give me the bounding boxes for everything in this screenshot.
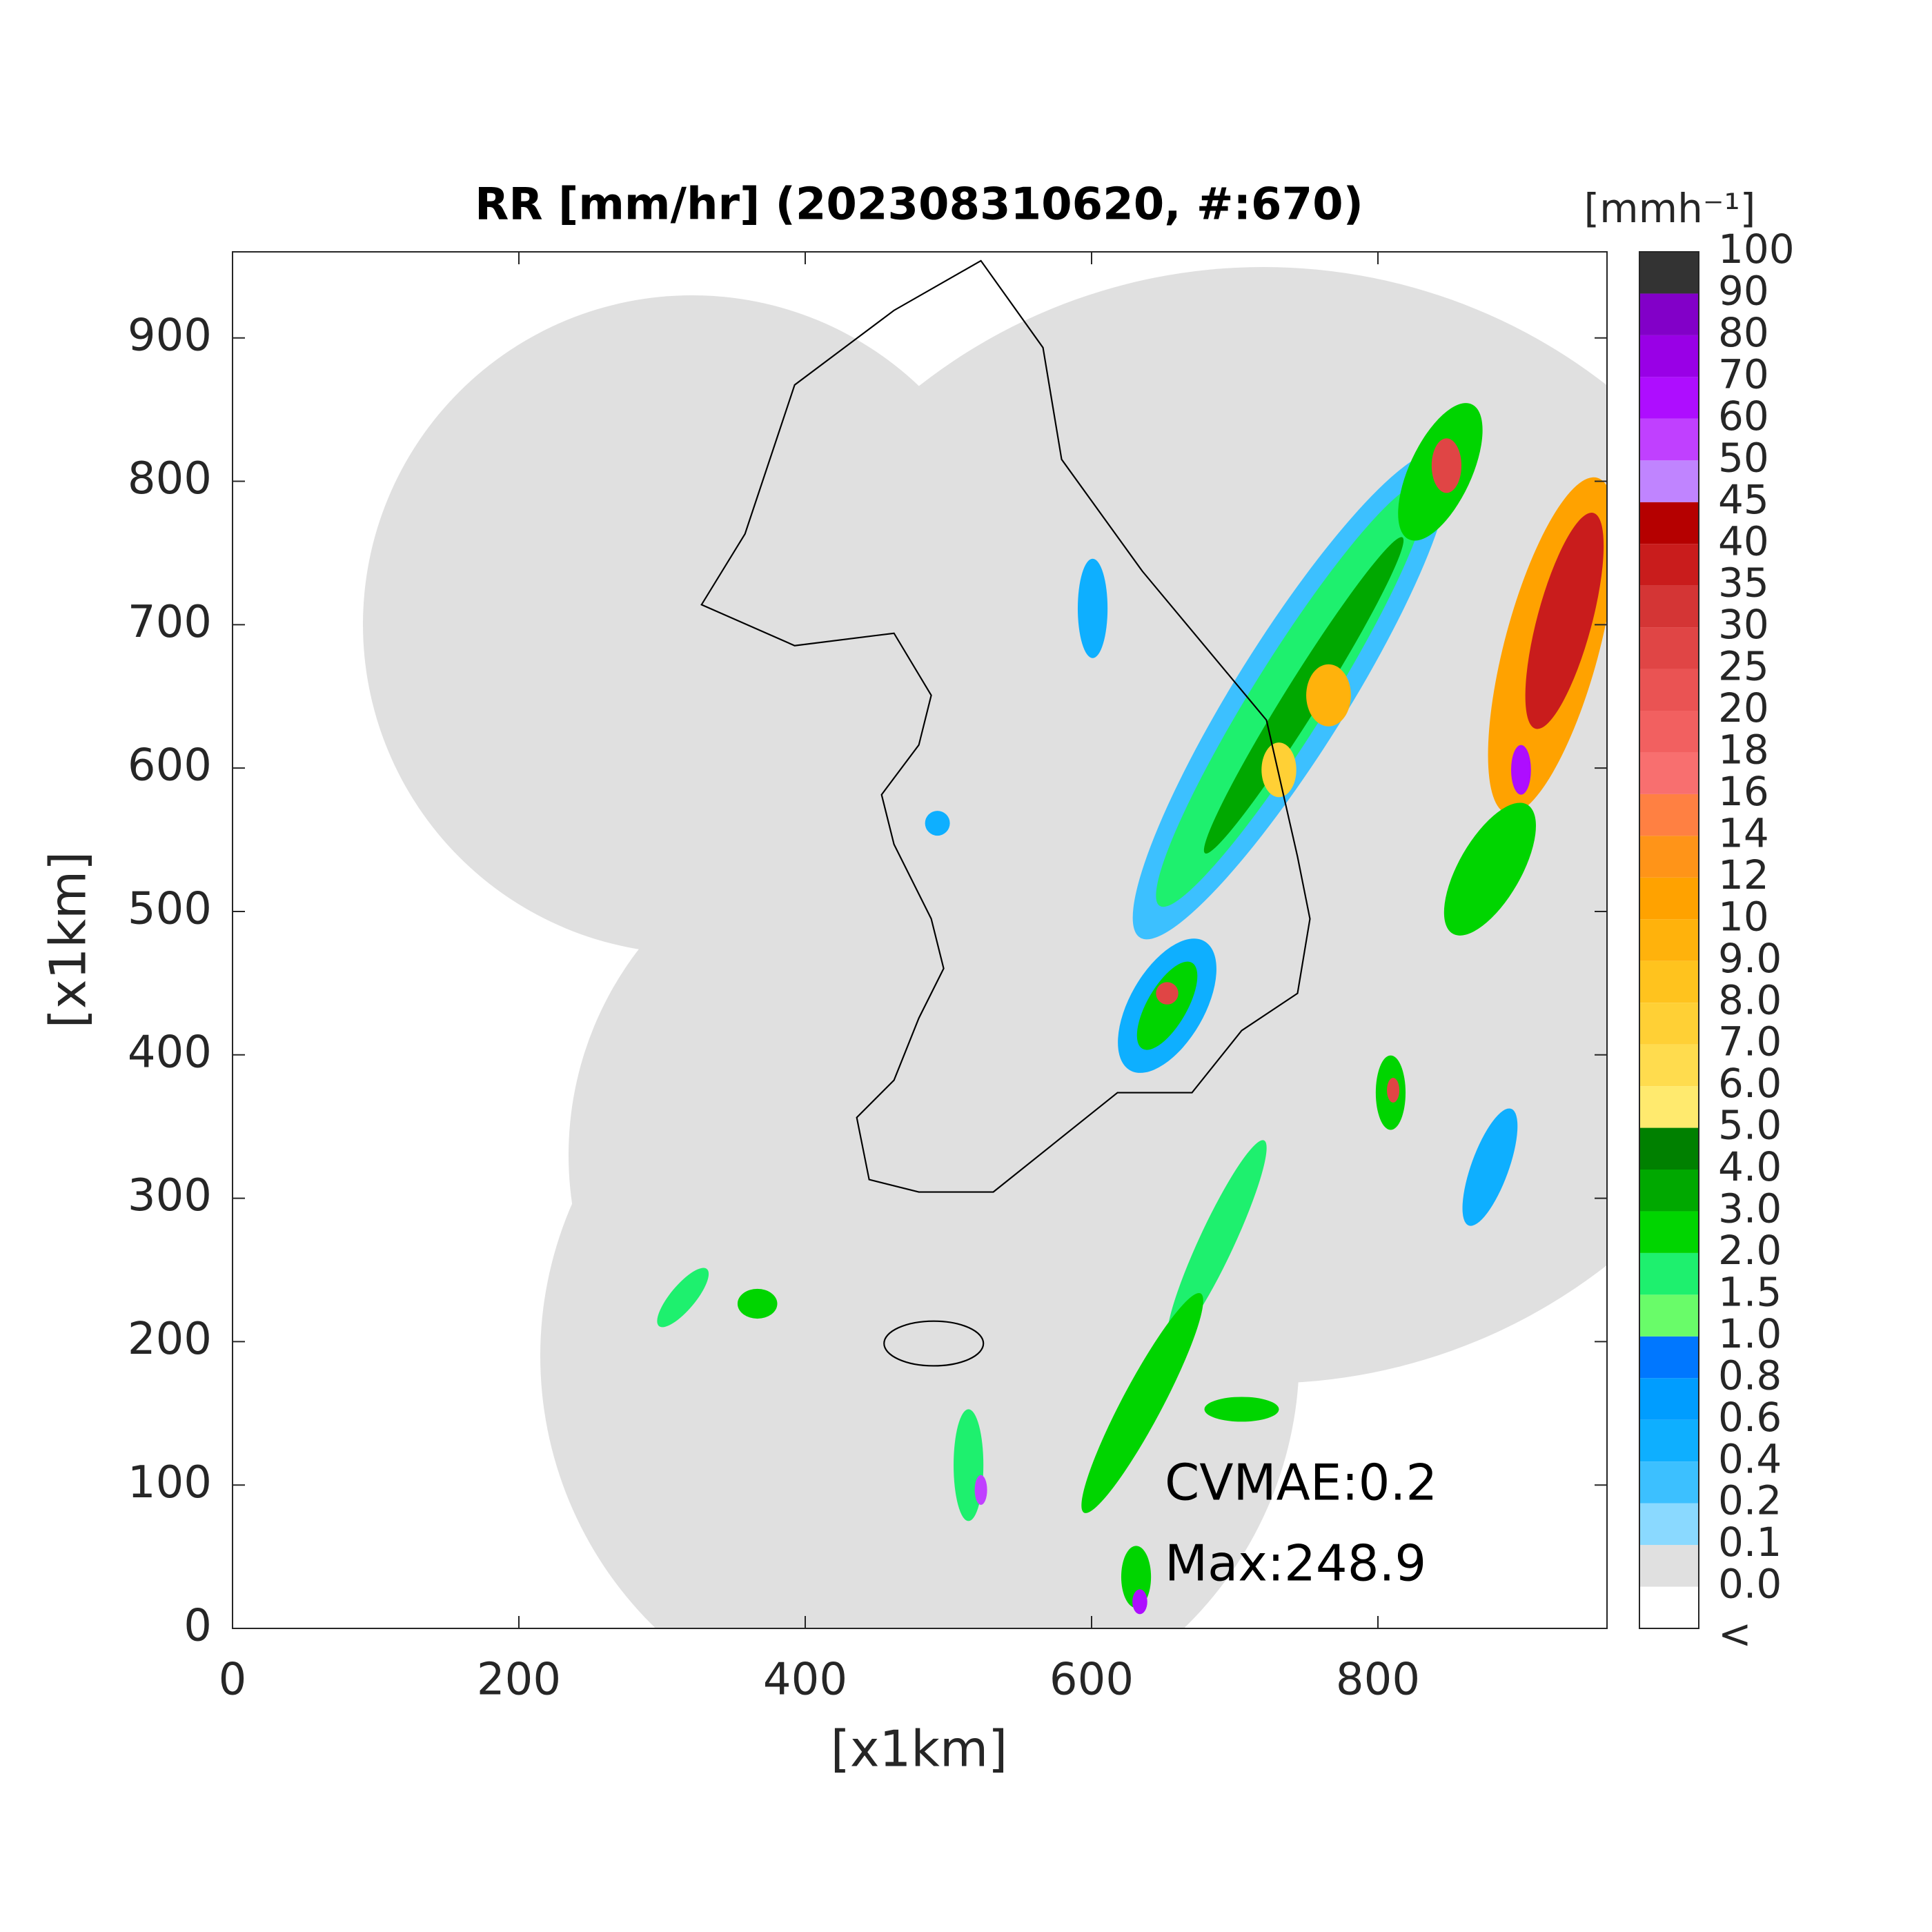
colorbar-swatch xyxy=(1639,252,1699,294)
colorbar-tick-label: 0.2 xyxy=(1718,1477,1782,1524)
colorbar-tick-label: 3.0 xyxy=(1718,1185,1782,1232)
x-tick-label: 800 xyxy=(1336,1655,1420,1706)
colorbar-tick-label: 10 xyxy=(1718,893,1769,940)
colorbar-tick-label: 1.5 xyxy=(1718,1268,1782,1315)
colorbar-swatch xyxy=(1639,502,1699,544)
colorbar-tick-label: 0.4 xyxy=(1718,1435,1782,1482)
y-tick-label: 200 xyxy=(128,1314,212,1365)
colorbar-tick-label: 1.0 xyxy=(1718,1310,1782,1357)
colorbar-tick-label: 8.0 xyxy=(1718,976,1782,1023)
colorbar-swatch xyxy=(1639,544,1699,586)
rain-echoes xyxy=(657,403,1607,1615)
colorbar-tick-label: 7.0 xyxy=(1718,1018,1782,1065)
colorbar-tick-label: 14 xyxy=(1718,809,1769,856)
colorbar-swatch xyxy=(1639,752,1699,794)
colorbar-swatch xyxy=(1639,1461,1699,1504)
colorbar-label: [mmh⁻¹] xyxy=(1584,185,1756,232)
colorbar-tick-label: 2.0 xyxy=(1718,1227,1782,1274)
colorbar-tick-label: 0.6 xyxy=(1718,1394,1782,1441)
colorbar-tick-label: 70 xyxy=(1718,351,1769,397)
colorbar-swatch xyxy=(1639,1336,1699,1379)
colorbar-swatch xyxy=(1639,711,1699,753)
axes-frame xyxy=(232,251,1608,1629)
y-tick-label: 500 xyxy=(128,884,212,935)
colorbar-tick-label: 5.0 xyxy=(1718,1102,1782,1149)
chart-title: RR [mm/hr] (202308310620, #:670) xyxy=(475,179,1363,230)
colorbar-swatch xyxy=(1639,460,1699,502)
y-tick-label: 600 xyxy=(128,740,212,791)
x-tick-label: 200 xyxy=(477,1655,561,1706)
y-axis-label: [x1km] xyxy=(39,851,97,1028)
colorbar-tick-label: < xyxy=(1718,1610,1752,1657)
colorbar-tick-label: 90 xyxy=(1718,268,1769,315)
y-tick-label: 100 xyxy=(128,1457,212,1508)
colorbar-swatch xyxy=(1639,960,1699,1003)
colorbar-swatch xyxy=(1639,836,1699,878)
colorbar-frame xyxy=(1639,251,1699,1629)
y-tick-label: 800 xyxy=(128,453,212,504)
colorbar-tick-label: 6.0 xyxy=(1718,1060,1782,1107)
colorbar-tick-label: 16 xyxy=(1718,768,1769,815)
y-tick-label: 700 xyxy=(128,597,212,648)
colorbar-swatch xyxy=(1639,1294,1699,1337)
colorbar-tick-label: 35 xyxy=(1718,560,1769,607)
colorbar-swatch xyxy=(1639,1170,1699,1212)
map-area xyxy=(363,259,1607,1628)
y-tick-label: 900 xyxy=(128,310,212,361)
colorbar-tick-label: 20 xyxy=(1718,684,1769,731)
colorbar-swatch xyxy=(1639,669,1699,711)
colorbar-swatch xyxy=(1639,627,1699,669)
colorbar-swatch xyxy=(1639,585,1699,628)
colorbar-swatch xyxy=(1639,1503,1699,1546)
y-tick-label: 300 xyxy=(128,1170,212,1221)
colorbar-swatch xyxy=(1639,1586,1699,1628)
colorbar-tick-label: 60 xyxy=(1718,393,1769,440)
colorbar-swatch xyxy=(1639,919,1699,961)
colorbar-swatch xyxy=(1639,1003,1699,1045)
colorbar-swatch xyxy=(1639,793,1699,836)
colorbar-swatch xyxy=(1639,1252,1699,1295)
colorbar-swatch xyxy=(1639,877,1699,920)
colorbar-swatch xyxy=(1639,1044,1699,1087)
colorbar-tick-label: 4.0 xyxy=(1718,1143,1782,1190)
annotation: Max:248.9 xyxy=(1165,1535,1426,1593)
colorbar-swatch xyxy=(1639,1127,1699,1170)
y-tick-label: 0 xyxy=(184,1601,212,1652)
colorbar-tick-label: 25 xyxy=(1718,643,1769,690)
colorbar-tick-label: 80 xyxy=(1718,309,1769,356)
colorbar-swatch xyxy=(1639,335,1699,377)
colorbar-swatch xyxy=(1639,1211,1699,1253)
x-axis-label: [x1km] xyxy=(831,1720,1007,1778)
x-tick-label: 0 xyxy=(219,1655,247,1706)
colorbar-swatch xyxy=(1639,1086,1699,1128)
colorbar-tick-label: 0.1 xyxy=(1718,1519,1782,1566)
colorbar-swatch xyxy=(1639,1419,1699,1462)
annotation: CVMAE:0.2 xyxy=(1165,1454,1437,1512)
x-tick-label: 400 xyxy=(763,1655,847,1706)
colorbar-tick-label: 0.0 xyxy=(1718,1561,1782,1608)
colorbar-swatch xyxy=(1639,377,1699,419)
colorbar-tick-label: 9.0 xyxy=(1718,935,1782,982)
y-tick-label: 400 xyxy=(128,1027,212,1078)
colorbar-tick-label: 100 xyxy=(1718,226,1795,273)
colorbar-tick-label: 50 xyxy=(1718,434,1769,481)
colorbar-tick-label: 18 xyxy=(1718,727,1769,773)
colorbar-tick-label: 30 xyxy=(1718,601,1769,648)
colorbar-swatch xyxy=(1639,1545,1699,1587)
colorbar-tick-label: 45 xyxy=(1718,476,1769,523)
colorbar-tick-label: 40 xyxy=(1718,518,1769,564)
colorbar-swatch xyxy=(1639,1378,1699,1420)
colorbar-tick-label: 0.8 xyxy=(1718,1352,1782,1399)
coastline xyxy=(700,259,1311,1367)
colorbar-swatch xyxy=(1639,293,1699,335)
x-tick-label: 600 xyxy=(1049,1655,1134,1706)
colorbar-tick-label: 12 xyxy=(1718,851,1769,898)
colorbar-swatch xyxy=(1639,418,1699,461)
